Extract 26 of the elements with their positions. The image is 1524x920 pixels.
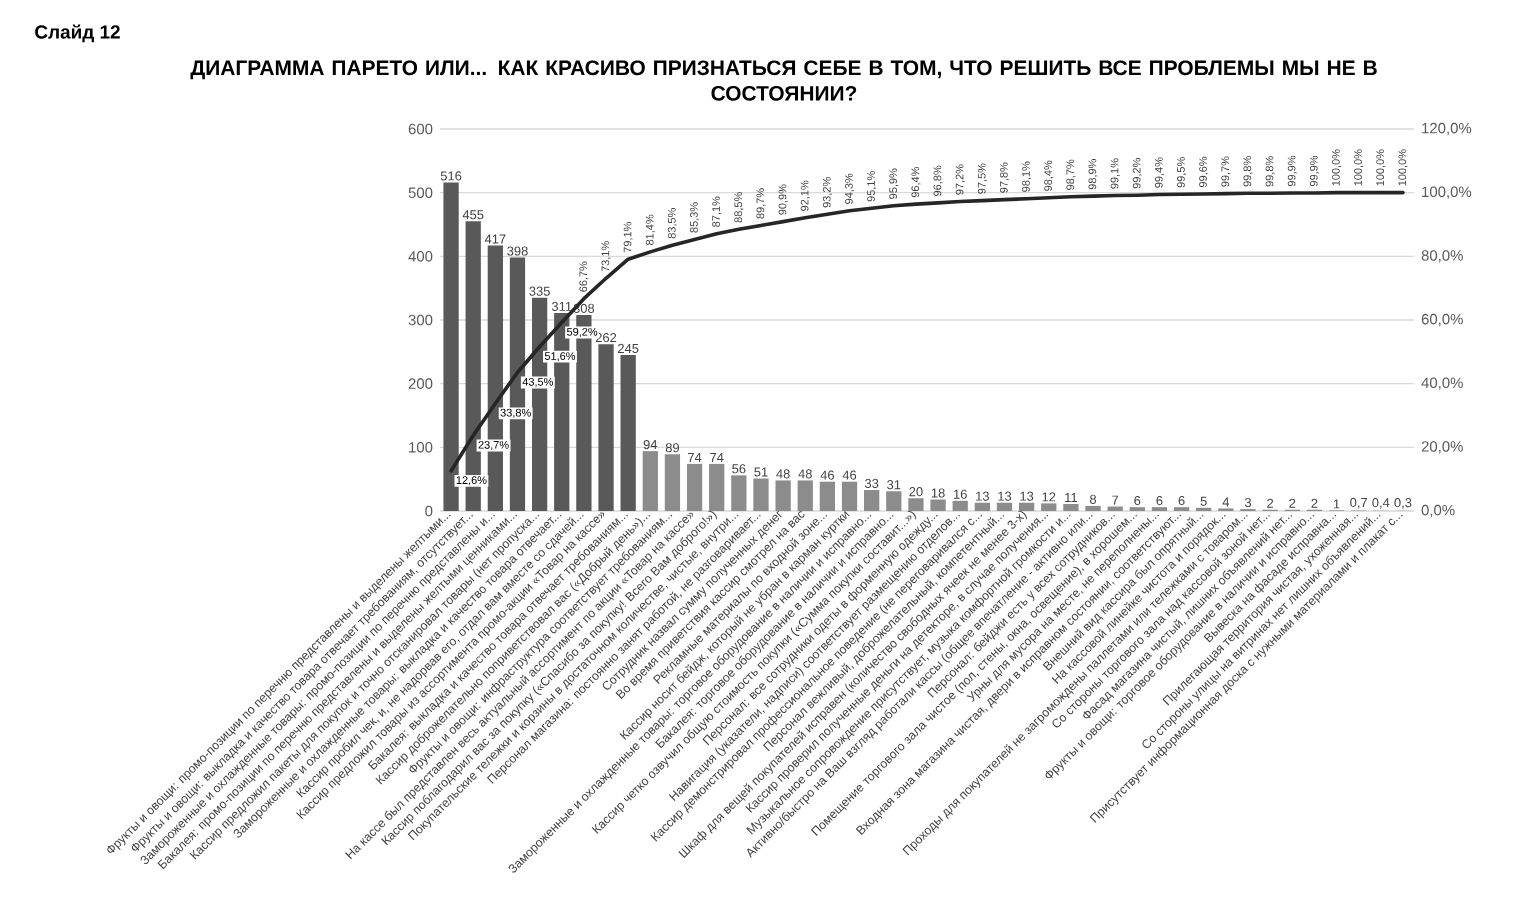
bar (620, 355, 636, 511)
bar (952, 500, 968, 511)
bar (1063, 504, 1079, 511)
bar (664, 454, 681, 511)
bar (974, 502, 990, 511)
bar (841, 481, 858, 511)
text: Слайд 12 (35, 24, 120, 43)
bar (731, 475, 747, 511)
bar (930, 499, 946, 511)
bar (819, 481, 836, 511)
bar (598, 344, 614, 511)
bar (753, 478, 769, 511)
bar (1085, 505, 1101, 511)
bar (443, 182, 459, 511)
bar (642, 451, 658, 511)
bar (709, 463, 725, 511)
bar (775, 480, 791, 511)
bar (1018, 502, 1035, 511)
bar (886, 491, 902, 511)
bar (1041, 503, 1057, 511)
bar (797, 480, 813, 511)
bar (686, 463, 703, 511)
chart-title: ДИАГРАММА ПАРЕТО ИЛИ... КАК КРАСИВО ПРИЗНАТЬСЯ СЕБЕ В ТОМ, ЧТО РЕШИТЬ ВСЕ ПРОБЛЕМЫ МЫ НЕ В СОСТОЯНИИ? (190, 60, 1377, 101)
bar (864, 489, 880, 511)
bar (996, 502, 1013, 511)
bar (908, 498, 924, 511)
